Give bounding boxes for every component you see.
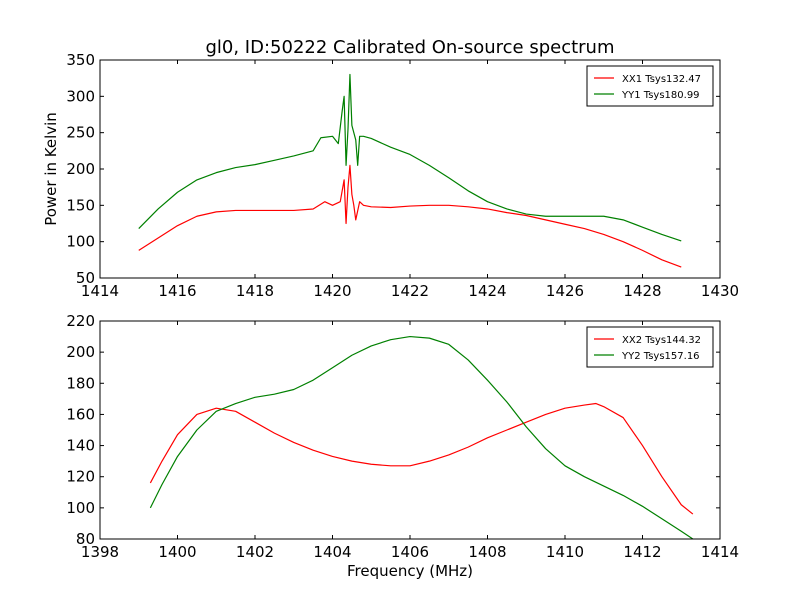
top-legend-label-1: XX1 Tsys132.47 <box>622 74 701 85</box>
top-x-tick-label: 1428 <box>623 282 661 300</box>
top-legend-box <box>586 65 714 107</box>
bottom-x-tick-label: 1410 <box>546 543 584 561</box>
top-x-tick-label: 1430 <box>701 282 739 300</box>
top-x-tick-label: 1422 <box>391 282 429 300</box>
bottom-x-tick-label: 1404 <box>313 543 351 561</box>
top-y-tick-label: 100 <box>66 233 95 251</box>
top-x-tick-label: 1416 <box>158 282 196 300</box>
top-y-tick-label: 250 <box>66 124 95 142</box>
top-series-line-1 <box>138 164 682 268</box>
bottom-legend: XX2 Tsys144.32 YY2 Tsys157.16 <box>586 326 714 368</box>
bottom-series-line-2 <box>149 335 694 540</box>
bottom-x-tick-label: 1414 <box>701 543 739 561</box>
bottom-y-tick-label: 100 <box>66 499 95 517</box>
bottom-x-tick-label: 1402 <box>236 543 274 561</box>
bottom-plot-frame <box>99 320 721 540</box>
bottom-legend-label-1: XX2 Tsys144.32 <box>622 335 701 346</box>
top-y-tick-label: 200 <box>66 160 95 178</box>
bottom-chart-x-axis-label: Frequency (MHz) <box>347 562 473 580</box>
bottom-y-tick-label: 80 <box>76 530 95 548</box>
bottom-x-tick-label: 1408 <box>468 543 506 561</box>
bottom-y-tick-label: 140 <box>66 437 95 455</box>
top-legend: XX1 Tsys132.47 YY1 Tsys180.99 <box>586 65 714 107</box>
top-y-tick-label: 350 <box>66 51 95 69</box>
bottom-y-tick-label: 120 <box>66 468 95 486</box>
bottom-y-tick-label: 160 <box>66 405 95 423</box>
top-plot-frame <box>99 59 721 279</box>
bottom-x-tick-label: 1406 <box>391 543 429 561</box>
top-y-tick-label: 300 <box>66 87 95 105</box>
top-x-tick-label: 1426 <box>546 282 584 300</box>
top-plot-area: 1414 1416 1418 1420 1422 1424 1426 1428 1430 50 10… <box>66 51 739 300</box>
top-x-tick-label: 1420 <box>313 282 351 300</box>
bottom-x-tick-label: 1398 <box>81 543 119 561</box>
bottom-series-line-1 <box>149 402 694 515</box>
bottom-y-tick-label: 200 <box>66 343 95 361</box>
bottom-y-tick-label: 220 <box>66 312 95 330</box>
bottom-legend-label-2: YY2 Tsys157.16 <box>621 351 700 362</box>
top-series-line-2 <box>138 73 682 242</box>
top-spectrum-chart: gl0, ID:50222 Calibrated On-source spect… <box>42 37 739 300</box>
bottom-y-tick-label: 180 <box>66 374 95 392</box>
top-chart-title: gl0, ID:50222 Calibrated On-source spect… <box>205 37 614 58</box>
bottom-legend-box <box>586 326 714 368</box>
top-x-tick-label: 1414 <box>81 282 119 300</box>
top-y-tick-label: 150 <box>66 196 95 214</box>
top-chart-y-axis-label: Power in Kelvin <box>42 112 60 226</box>
top-x-tick-label: 1418 <box>236 282 274 300</box>
bottom-x-tick-label: 1400 <box>158 543 196 561</box>
top-x-tick-label: 1424 <box>468 282 506 300</box>
bottom-x-tick-label: 1412 <box>623 543 661 561</box>
top-legend-label-2: YY1 Tsys180.99 <box>621 90 700 101</box>
top-y-tick-label: 50 <box>76 269 95 287</box>
bottom-spectrum-chart: Frequency (MHz) 1398 1400 1402 1404 1406 1408… <box>66 312 739 580</box>
